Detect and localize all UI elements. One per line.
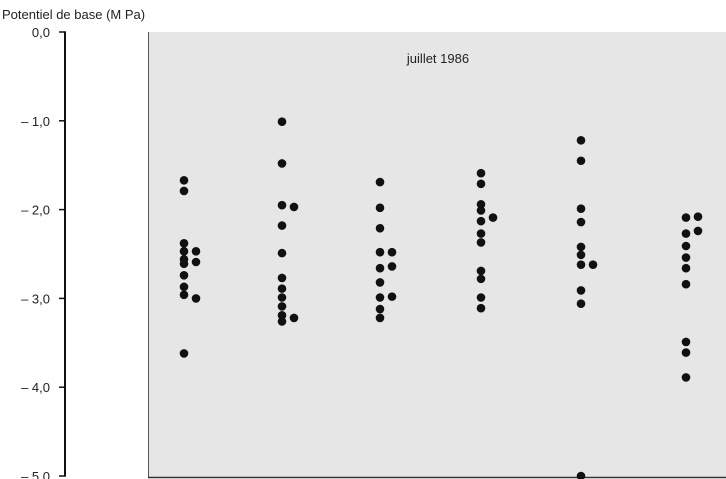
data-point: [289, 202, 299, 212]
data-point: [277, 221, 287, 230]
data-point: [476, 266, 486, 276]
y-tick-label: – 4,0: [21, 380, 50, 395]
data-point: [681, 373, 691, 382]
data-point: [277, 117, 287, 126]
data-point: [179, 186, 189, 196]
data-point: [191, 294, 201, 303]
data-point: [375, 293, 385, 302]
data-point: [476, 199, 486, 209]
chart-title: juillet 1986: [406, 51, 469, 66]
data-point: [576, 156, 586, 166]
data-point: [179, 290, 189, 300]
data-point: [191, 257, 201, 267]
data-point: [693, 226, 703, 236]
data-point: [179, 175, 189, 185]
data-point: [191, 247, 201, 256]
data-point: [693, 212, 703, 222]
data-point: [277, 248, 287, 258]
data-point: [476, 303, 486, 313]
data-point: [681, 253, 691, 262]
data-point: [277, 293, 287, 302]
data-point: [277, 317, 287, 326]
data-point: [179, 349, 189, 358]
data-point: [387, 292, 397, 301]
data-point: [476, 229, 486, 238]
data-point: [375, 313, 385, 323]
data-point: [476, 216, 486, 226]
data-point: [375, 278, 385, 287]
data-point: [576, 471, 586, 479]
data-point: [576, 286, 586, 295]
data-point: [375, 247, 385, 257]
data-point: [681, 348, 691, 357]
data-point: [576, 204, 586, 214]
data-point: [277, 284, 287, 293]
data-point: [681, 213, 691, 222]
data-point: [277, 310, 287, 320]
plot-area: [148, 32, 726, 478]
data-point: [375, 177, 385, 187]
data-point: [576, 260, 586, 269]
data-point: [179, 271, 189, 280]
data-points: [179, 117, 703, 479]
data-point: [375, 203, 385, 213]
data-point: [588, 260, 598, 269]
data-point: [387, 247, 397, 257]
data-point: [476, 274, 486, 284]
y-ticks: 0,0 – 1,0 – 2,0 – 3,0 – 4,0 – 5,0: [21, 25, 66, 479]
data-point: [681, 337, 691, 347]
data-point: [277, 159, 287, 168]
data-point: [681, 263, 691, 273]
data-point: [179, 239, 189, 248]
y-axis-label: Potentiel de base (M Pa): [2, 7, 145, 22]
data-point: [576, 242, 586, 252]
data-point: [476, 168, 486, 178]
data-point: [179, 282, 189, 292]
data-point: [476, 179, 486, 189]
data-point: [681, 229, 691, 238]
data-point: [277, 302, 287, 311]
y-tick-label: – 1,0: [21, 114, 50, 129]
data-point: [681, 241, 691, 251]
data-point: [375, 263, 385, 273]
data-point: [277, 273, 287, 283]
data-point: [681, 279, 691, 289]
data-point: [179, 247, 189, 256]
data-point: [476, 293, 486, 302]
data-point: [576, 299, 586, 309]
y-tick-label: – 3,0: [21, 291, 50, 306]
y-tick-label: – 2,0: [21, 203, 50, 218]
data-point: [476, 238, 486, 247]
y-tick-label: – 5,0: [21, 469, 50, 479]
data-point: [576, 217, 586, 227]
data-point: [289, 313, 299, 323]
data-point: [576, 250, 586, 260]
data-point: [179, 259, 189, 269]
data-point: [375, 304, 385, 314]
data-point: [576, 136, 586, 145]
data-point: [387, 262, 397, 271]
data-point: [277, 200, 287, 210]
data-point: [375, 223, 385, 233]
data-point: [488, 213, 498, 222]
data-point: [476, 206, 486, 215]
y-tick-label: 0,0: [32, 25, 50, 40]
